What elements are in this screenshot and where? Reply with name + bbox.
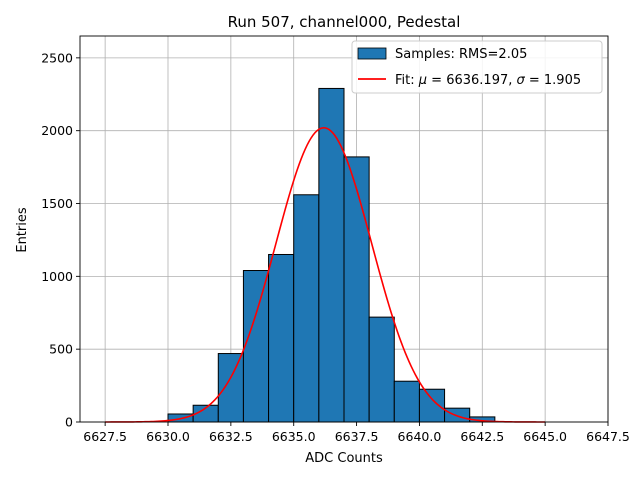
y-tick-label: 1500 (41, 196, 73, 211)
x-tick-label: 6630.0 (146, 429, 190, 444)
histogram-bar (217, 353, 244, 423)
x-tick-label: 6627.5 (83, 429, 127, 444)
histogram-bar (268, 253, 295, 423)
chart-title: Run 507, channel000, Pedestal (228, 13, 461, 31)
y-axis-label: Entries (15, 207, 30, 253)
histogram-bar (418, 388, 446, 423)
x-tick-label: 6640.0 (398, 429, 442, 444)
x-tick-label: 6642.5 (460, 429, 504, 444)
axes-frame (79, 35, 609, 423)
y-tick-label: 2000 (41, 123, 73, 138)
legend-histogram-label: Samples: RMS=2.05 (395, 47, 527, 62)
histogram-bars (167, 87, 496, 423)
y-axis-ticks: 0 500 1000 1500 2000 2500 (41, 50, 80, 430)
legend-fit-label: Fit: μ = 6636.197, σ = 1.905 (395, 73, 581, 88)
x-tick-label: 6635.0 (272, 429, 316, 444)
histogram-bar (393, 380, 420, 423)
x-tick-label: 6637.5 (335, 429, 379, 444)
x-axis-label: ADC Counts (305, 451, 383, 466)
fit-curve (105, 126, 546, 423)
histogram-bar (318, 87, 345, 423)
x-tick-label: 6647.5 (586, 429, 630, 444)
histogram-bar (343, 156, 370, 423)
histogram-bar (368, 316, 395, 423)
x-tick-label: 6645.0 (523, 429, 567, 444)
y-tick-label: 2500 (41, 50, 73, 65)
legend: Samples: RMS=2.05 Fit: μ = 6636.197, σ =… (351, 40, 603, 94)
y-tick-label: 1000 (41, 269, 73, 284)
legend-box (351, 40, 603, 94)
x-axis-ticks: 6627.5 6630.0 6632.5 6635.0 6637.5 6640.0 6642… (83, 422, 630, 444)
y-tick-label: 500 (49, 342, 73, 357)
x-tick-label: 6632.5 (209, 429, 253, 444)
y-tick-label: 0 (65, 415, 73, 430)
histogram-bar (293, 194, 320, 423)
legend-histogram-swatch (357, 47, 387, 60)
histogram-bar (242, 270, 270, 423)
